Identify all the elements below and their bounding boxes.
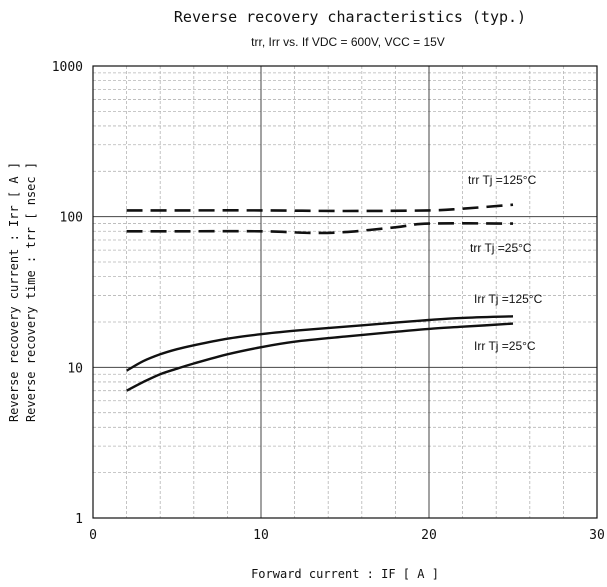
plot-frame xyxy=(92,65,598,519)
series-line-3 xyxy=(126,322,514,392)
series-layer xyxy=(126,203,514,392)
x-tick-label: 20 xyxy=(421,528,437,543)
label-irr-125: Irr Tj =125°C xyxy=(474,292,543,306)
y-axis-label-1: Reverse recovery current : Irr [ A ] xyxy=(7,162,21,422)
chart-title: Reverse recovery characteristics (typ.) xyxy=(174,8,526,26)
series-line-0 xyxy=(126,203,514,213)
y-tick-label: 10 xyxy=(67,361,83,376)
y-tick-label: 1 xyxy=(75,512,83,527)
label-trr-25: trr Tj =25°C xyxy=(470,241,532,255)
y-tick-label: 1000 xyxy=(52,60,83,75)
chart-subtitle: trr, Irr vs. If VDC = 600V, VCC = 15V xyxy=(251,35,445,49)
label-trr-125: trr Tj =125°C xyxy=(468,173,537,187)
x-tick-label: 0 xyxy=(89,528,97,543)
x-tick-label: 10 xyxy=(253,528,269,543)
x-tick-labels: 0 10 20 30 xyxy=(89,528,605,543)
grid-major xyxy=(93,66,597,518)
x-axis-label: Forward current : IF [ A ] xyxy=(251,567,439,581)
label-irr-25: Irr Tj =25°C xyxy=(474,339,536,353)
series-line-1 xyxy=(126,221,514,235)
grid-minor xyxy=(93,66,597,518)
series-line-2 xyxy=(126,315,514,372)
y-axis-label-2: Reverse recovery time : trr [ nsec ] xyxy=(24,162,38,422)
y-tick-label: 100 xyxy=(60,211,83,226)
y-tick-labels: 1 10 100 1000 xyxy=(52,60,83,527)
x-tick-label: 30 xyxy=(589,528,605,543)
